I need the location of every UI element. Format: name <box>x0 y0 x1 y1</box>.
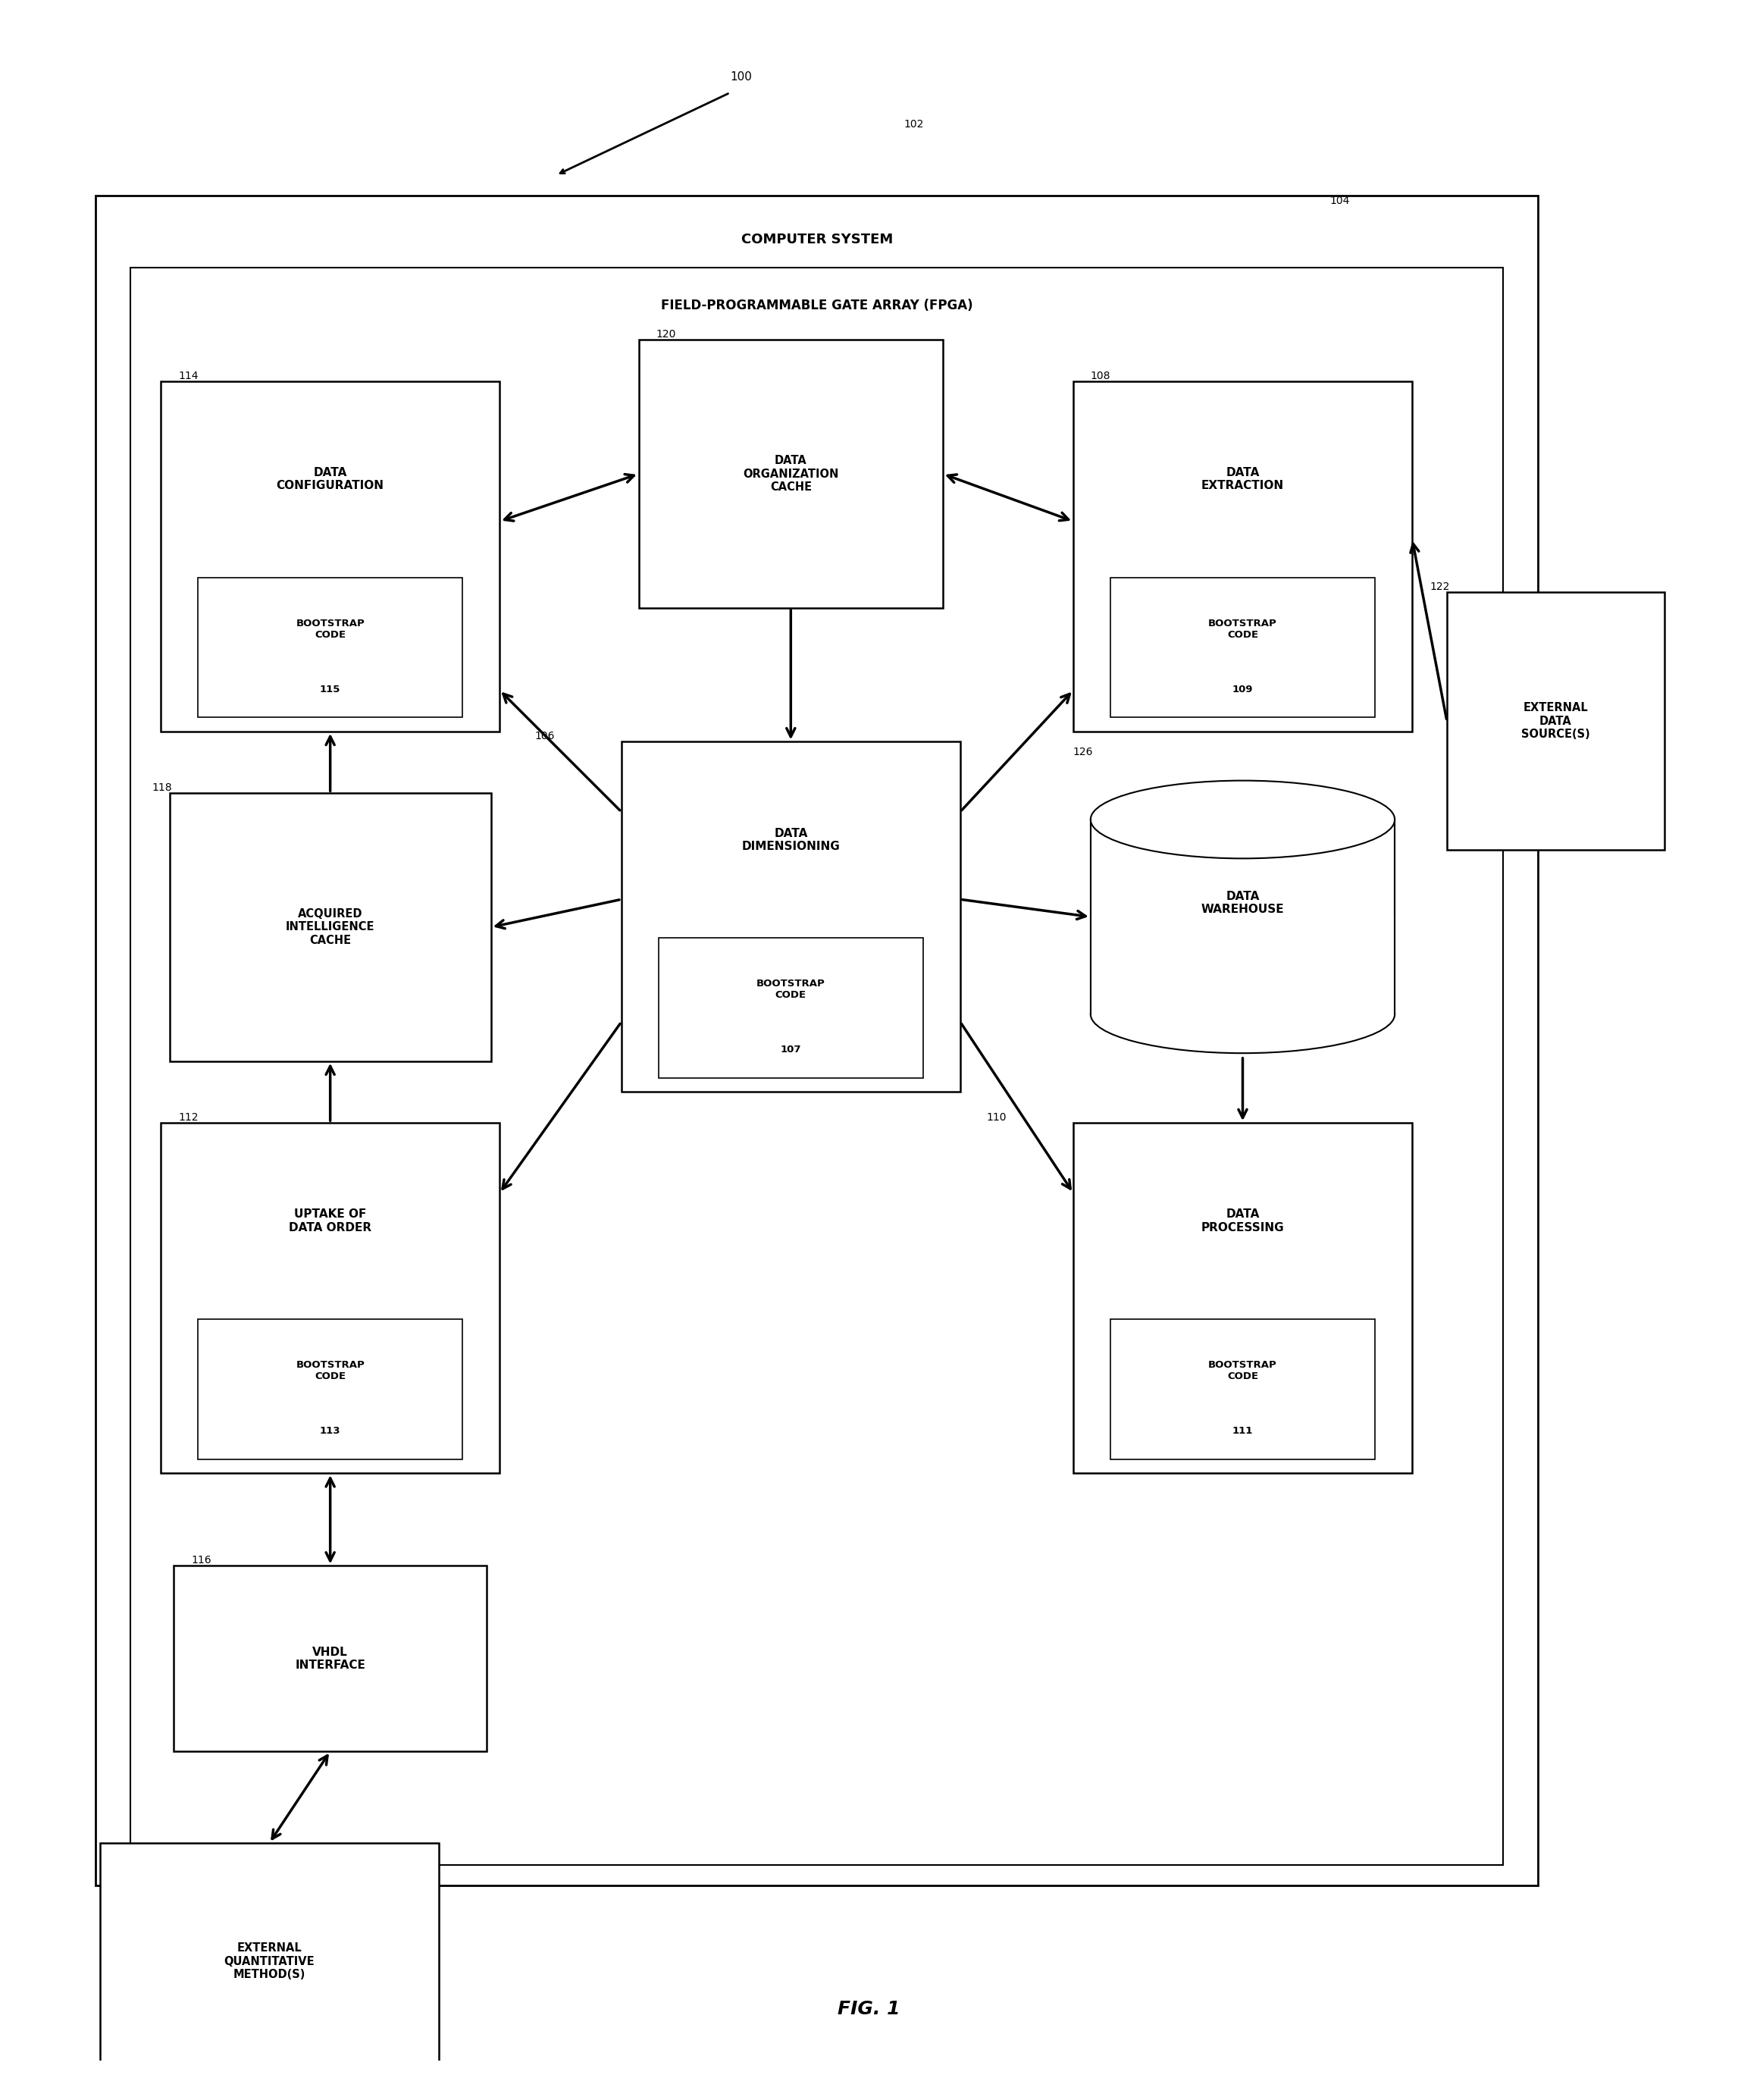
Text: DATA
EXTRACTION: DATA EXTRACTION <box>1201 466 1284 491</box>
Text: 118: 118 <box>153 783 172 794</box>
Ellipse shape <box>1090 781 1394 859</box>
Polygon shape <box>1090 819 1394 1014</box>
Text: DATA
ORGANIZATION
CACHE: DATA ORGANIZATION CACHE <box>742 456 839 494</box>
Text: EXTERNAL
QUANTITATIVE
METHOD(S): EXTERNAL QUANTITATIVE METHOD(S) <box>224 1942 315 1980</box>
Text: 122: 122 <box>1429 582 1449 592</box>
FancyBboxPatch shape <box>622 741 959 1092</box>
Text: BOOTSTRAP
CODE: BOOTSTRAP CODE <box>756 979 826 1000</box>
Text: DATA
CONFIGURATION: DATA CONFIGURATION <box>276 466 384 491</box>
FancyBboxPatch shape <box>174 1567 487 1751</box>
FancyBboxPatch shape <box>169 794 490 1060</box>
Text: DATA
PROCESSING: DATA PROCESSING <box>1201 1210 1284 1233</box>
Text: VHDL
INTERFACE: VHDL INTERFACE <box>295 1646 365 1672</box>
Text: 110: 110 <box>985 1113 1006 1124</box>
Text: 120: 120 <box>657 330 676 340</box>
Text: 111: 111 <box>1232 1426 1253 1436</box>
Text: BOOTSTRAP
CODE: BOOTSTRAP CODE <box>295 620 365 640</box>
Text: 102: 102 <box>904 120 925 130</box>
FancyBboxPatch shape <box>1446 592 1663 850</box>
FancyBboxPatch shape <box>96 195 1538 1886</box>
Text: FIELD-PROGRAMMABLE GATE ARRAY (FPGA): FIELD-PROGRAMMABLE GATE ARRAY (FPGA) <box>660 298 973 313</box>
Text: COMPUTER SYSTEM: COMPUTER SYSTEM <box>740 233 893 246</box>
Ellipse shape <box>1090 974 1394 1054</box>
Text: 116: 116 <box>191 1556 212 1567</box>
FancyBboxPatch shape <box>198 1319 462 1460</box>
Text: 109: 109 <box>1232 685 1253 695</box>
Text: UPTAKE OF
DATA ORDER: UPTAKE OF DATA ORDER <box>289 1210 372 1233</box>
Text: 126: 126 <box>1072 748 1093 758</box>
Text: ACQUIRED
INTELLIGENCE
CACHE: ACQUIRED INTELLIGENCE CACHE <box>285 909 375 945</box>
Text: BOOTSTRAP
CODE: BOOTSTRAP CODE <box>1208 620 1277 640</box>
FancyBboxPatch shape <box>1072 1124 1411 1474</box>
Text: FIG. 1: FIG. 1 <box>838 1999 900 2018</box>
Text: 107: 107 <box>780 1046 801 1054</box>
Text: 115: 115 <box>320 685 341 695</box>
FancyBboxPatch shape <box>1111 1319 1375 1460</box>
Text: 108: 108 <box>1090 370 1111 382</box>
FancyBboxPatch shape <box>130 269 1503 1865</box>
Text: 113: 113 <box>320 1426 341 1436</box>
Text: 100: 100 <box>730 71 753 82</box>
Text: BOOTSTRAP
CODE: BOOTSTRAP CODE <box>1208 1361 1277 1382</box>
FancyBboxPatch shape <box>99 1844 438 2079</box>
Text: 106: 106 <box>535 731 554 741</box>
Text: BOOTSTRAP
CODE: BOOTSTRAP CODE <box>295 1361 365 1382</box>
FancyBboxPatch shape <box>160 1124 499 1474</box>
Text: 114: 114 <box>177 370 198 382</box>
FancyBboxPatch shape <box>198 578 462 718</box>
FancyBboxPatch shape <box>659 939 923 1077</box>
Text: EXTERNAL
DATA
SOURCE(S): EXTERNAL DATA SOURCE(S) <box>1521 701 1590 739</box>
FancyBboxPatch shape <box>1111 578 1375 718</box>
Text: DATA
DIMENSIONING: DATA DIMENSIONING <box>742 827 839 853</box>
Polygon shape <box>1090 918 1394 1014</box>
FancyBboxPatch shape <box>160 382 499 731</box>
Text: DATA
WAREHOUSE: DATA WAREHOUSE <box>1201 890 1284 916</box>
FancyBboxPatch shape <box>1072 382 1411 731</box>
Text: 112: 112 <box>177 1113 198 1124</box>
Text: 104: 104 <box>1330 195 1350 206</box>
FancyBboxPatch shape <box>638 340 942 607</box>
